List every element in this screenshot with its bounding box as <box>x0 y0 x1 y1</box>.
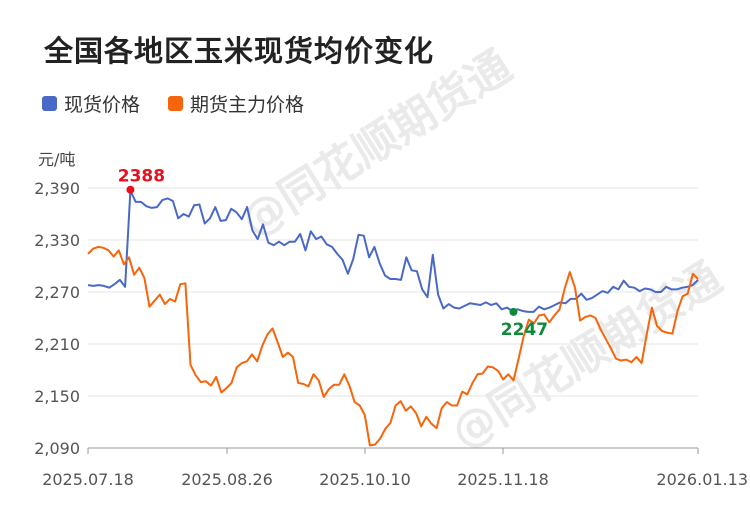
y-tick-label: 2,210 <box>34 335 80 354</box>
series-line-futures <box>87 245 699 447</box>
x-tick-label: 2026.01.13 <box>656 470 748 489</box>
y-axis-ticks: 2,390 2,330 2,270 2,210 2,150 2,090 <box>34 179 80 458</box>
legend-label-spot: 现货价格 <box>64 94 141 116</box>
legend-label-futures: 期货主力价格 <box>190 94 305 116</box>
y-axis-unit-label: 元/吨 <box>38 150 76 169</box>
chart-legend: 现货价格 期货主力价格 <box>42 90 332 117</box>
y-tick-label: 2,390 <box>34 179 80 198</box>
y-tick-label: 2,090 <box>34 439 80 458</box>
annotation-label: 2388 <box>118 167 165 187</box>
chart-annotations: 2388 2247 <box>118 167 548 340</box>
annotation-label: 2247 <box>501 320 548 340</box>
y-tick-label: 2,330 <box>34 231 80 250</box>
legend-item-futures[interactable]: 期货主力价格 <box>168 90 304 117</box>
legend-swatch-spot <box>42 96 57 111</box>
chart-title: 全国各地区玉米现货均价变化 <box>44 34 435 68</box>
x-tick-label: 2025.11.18 <box>457 470 549 489</box>
x-tick-label: 2025.08.26 <box>181 470 273 489</box>
x-tick-label: 2025.07.18 <box>42 470 134 489</box>
annotation-dot <box>509 307 518 316</box>
x-axis: 2025.07.18 2025.08.26 2025.10.10 2025.11.18… <box>42 448 748 489</box>
y-tick-label: 2,150 <box>34 387 80 406</box>
chart-lines <box>87 189 699 447</box>
x-tick-label: 2025.10.10 <box>319 470 411 489</box>
legend-item-spot[interactable]: 现货价格 <box>42 90 140 117</box>
y-tick-label: 2,270 <box>34 283 80 302</box>
legend-swatch-futures <box>168 96 184 111</box>
chart-grid <box>88 187 698 449</box>
series-line-spot <box>87 189 699 313</box>
annotation-dot <box>126 185 135 194</box>
